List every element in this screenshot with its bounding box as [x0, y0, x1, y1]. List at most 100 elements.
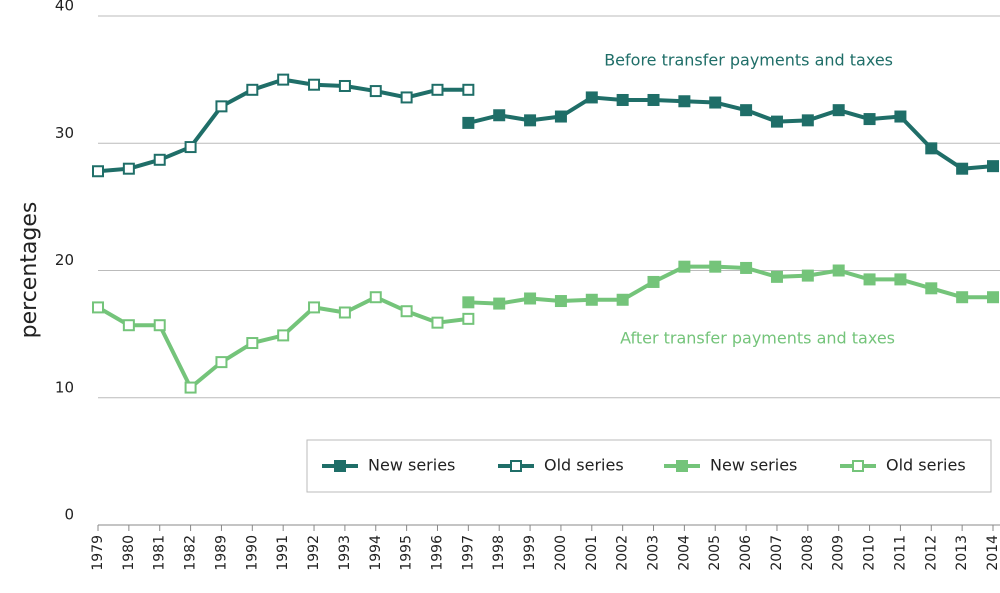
marker	[462, 312, 475, 325]
x-tick-label: 1981	[152, 535, 168, 571]
marker	[770, 115, 783, 128]
series-line	[97, 295, 469, 390]
y-tick-label: 40	[55, 0, 74, 15]
x-tick-label: 1990	[244, 535, 260, 571]
marker	[956, 162, 969, 175]
x-tick-label: 2006	[738, 535, 754, 571]
marker	[246, 83, 259, 96]
series-line	[97, 77, 469, 174]
x-tick-label: 2013	[954, 535, 970, 571]
marker	[616, 293, 629, 306]
marker	[462, 116, 475, 129]
marker	[338, 306, 351, 319]
marker	[585, 91, 598, 104]
x-tick-label: 2004	[676, 535, 692, 571]
marker	[554, 295, 567, 308]
marker	[956, 291, 969, 304]
marker	[678, 260, 691, 273]
x-tick-label: 1979	[90, 535, 106, 571]
annotation: Before transfer payments and taxes	[604, 51, 893, 70]
x-tick-label: 2002	[615, 535, 631, 571]
legend-marker	[510, 460, 522, 472]
marker	[122, 162, 135, 175]
marker	[462, 296, 475, 309]
y-tick-label: 10	[55, 378, 74, 396]
x-tick-label: 2009	[831, 535, 847, 571]
marker	[308, 78, 321, 91]
marker	[554, 110, 567, 123]
x-tick-label: 2010	[862, 535, 878, 571]
marker	[369, 291, 382, 304]
x-tick-label: 1982	[183, 535, 199, 571]
legend-label: Old series	[886, 456, 966, 475]
marker	[122, 319, 135, 332]
x-tick-label: 1993	[337, 535, 353, 571]
legend-label: New series	[368, 456, 455, 475]
marker	[277, 329, 290, 342]
legend-marker	[852, 460, 864, 472]
x-tick-label: 1991	[275, 535, 291, 571]
marker	[801, 114, 814, 127]
x-tick-label: 1998	[491, 535, 507, 571]
marker	[184, 141, 197, 154]
legend-marker	[334, 460, 346, 472]
marker	[647, 93, 660, 106]
marker	[92, 165, 104, 178]
x-tick-label: 2014	[985, 535, 1000, 571]
x-tick-label: 1999	[522, 535, 538, 571]
marker	[369, 85, 382, 98]
marker	[832, 104, 845, 117]
marker	[92, 301, 104, 314]
x-tick-label: 2011	[892, 535, 908, 571]
marker	[153, 153, 166, 166]
marker	[801, 269, 814, 282]
marker	[153, 319, 166, 332]
y-tick-label: 30	[55, 124, 74, 142]
marker	[894, 110, 907, 123]
x-tick-label: 2001	[584, 535, 600, 571]
x-tick-label: 2007	[769, 535, 785, 571]
marker	[863, 113, 876, 126]
marker	[616, 93, 629, 106]
marker	[709, 260, 722, 273]
marker	[740, 261, 753, 274]
marker	[493, 109, 506, 122]
x-tick-label: 2005	[707, 535, 723, 571]
marker	[709, 96, 722, 109]
marker	[215, 100, 228, 113]
marker	[647, 275, 660, 288]
marker	[246, 337, 259, 350]
marker	[277, 73, 290, 86]
x-tick-label: 1996	[429, 535, 445, 571]
marker	[400, 305, 413, 318]
marker	[462, 83, 475, 96]
marker	[740, 104, 753, 117]
marker	[524, 114, 537, 127]
marker	[184, 381, 197, 394]
x-tick-label: 1989	[213, 535, 229, 571]
y-tick-label: 0	[64, 506, 74, 524]
marker	[678, 95, 691, 108]
marker	[585, 293, 598, 306]
marker	[925, 142, 938, 155]
marker	[493, 297, 506, 310]
marker	[925, 282, 938, 295]
marker	[215, 356, 228, 369]
marker	[894, 273, 907, 286]
series-line	[468, 264, 993, 306]
marker	[863, 273, 876, 286]
marker	[987, 291, 999, 304]
x-tick-label: 1980	[121, 535, 137, 571]
y-tick-label: 20	[55, 251, 74, 269]
x-tick-label: 1997	[460, 535, 476, 571]
marker	[308, 301, 321, 314]
x-tick-label: 1995	[399, 535, 415, 571]
marker	[987, 160, 999, 173]
legend-label: New series	[710, 456, 797, 475]
legend-box	[306, 439, 992, 493]
marker	[431, 316, 444, 329]
x-tick-label: 2008	[800, 535, 816, 571]
marker	[431, 83, 444, 96]
marker	[338, 79, 351, 92]
